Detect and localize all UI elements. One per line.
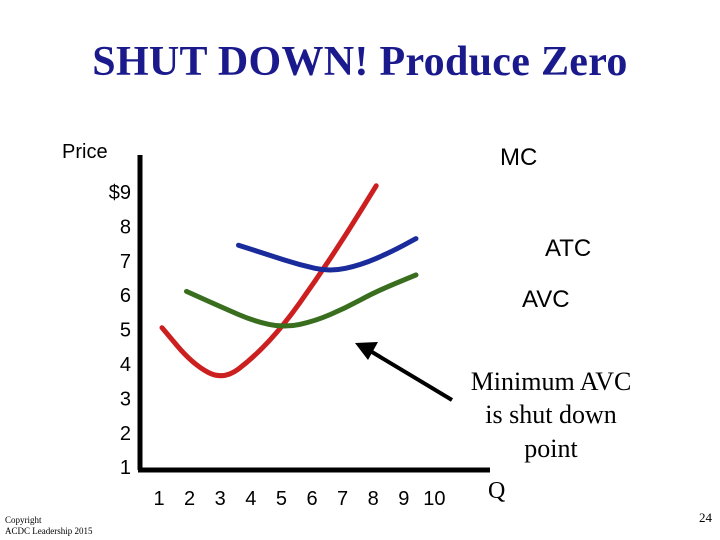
y-tick-label: $9 [109,182,131,204]
series-avc-line [183,272,419,329]
x-tick-label: 2 [184,488,195,510]
annotation-text-line: point [524,434,578,463]
x-tick-label: 1 [153,488,164,510]
x-tick-label: 4 [245,488,256,510]
series-labels: MC ATC AVC [500,144,591,313]
series-atc-line [236,236,419,273]
copyright-org: ACDC Leadership 2015 [5,526,93,536]
y-axis-label: Price [62,141,108,163]
x-tick-label: 6 [306,488,317,510]
y-tick-label: 3 [120,388,131,410]
series-label-avc: AVC [522,286,570,313]
copyright-label: Copyright [5,515,42,525]
y-tick-label: 2 [120,423,131,445]
annotation-arrow-shaft [370,350,454,402]
y-tick-label: 7 [120,251,131,273]
x-axis-label: Q [488,478,505,504]
x-tick-label: 3 [215,488,226,510]
annotation-text-line: is shut down [485,400,616,429]
series-label-atc: ATC [545,235,591,262]
x-tick-label: 10 [423,488,445,510]
slide-title: SHUT DOWN! Produce Zero [92,39,628,85]
y-tick-label: 6 [120,285,131,307]
y-tick-label: 1 [120,457,131,479]
series-label-mc: MC [500,144,537,171]
page-number: 24 [699,510,712,525]
annotation-group: Minimum AVC is shut down point [355,342,631,463]
x-tick-label: 8 [368,488,379,510]
annotation-text-line: Minimum AVC [471,367,632,396]
annotation-arrow-head [355,342,378,360]
y-tick-label: 5 [120,320,131,342]
x-tick-label: 9 [398,488,409,510]
series-mc-line [159,183,379,379]
cost-curves [159,183,419,379]
y-tick-label: 8 [120,216,131,238]
x-tick-label: 5 [276,488,287,510]
y-tick-label: 4 [120,354,131,376]
x-tick-label: 7 [337,488,348,510]
chart-axes: Price Q [62,141,505,504]
